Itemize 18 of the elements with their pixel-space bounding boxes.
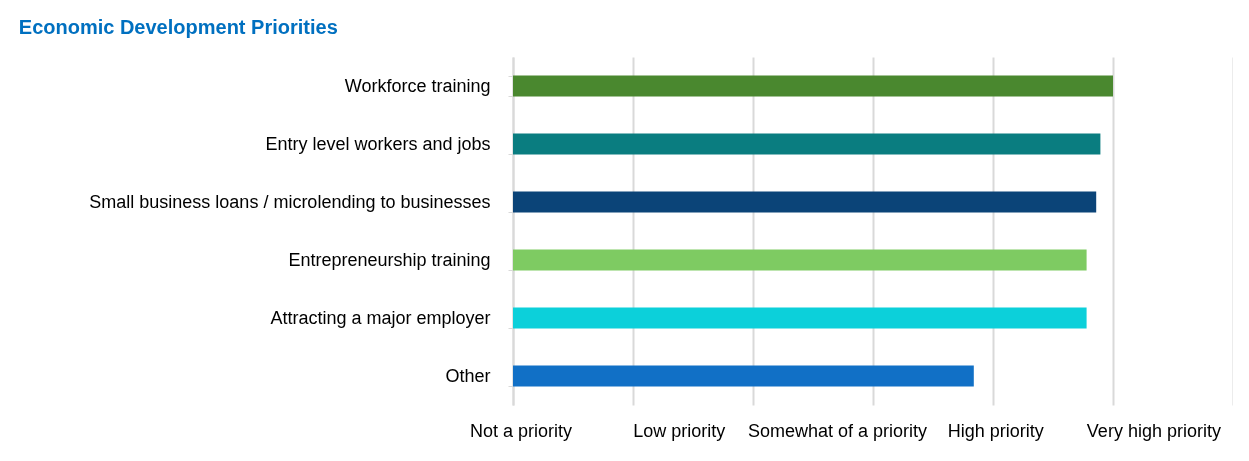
- bar: [513, 75, 1113, 97]
- text: Very high priority: [1086, 421, 1221, 441]
- bar: [513, 191, 1097, 213]
- bar: [513, 365, 974, 387]
- bar: [513, 249, 1087, 271]
- text: Low priority: [633, 421, 726, 441]
- text: Economic Development Priorities: [18, 16, 338, 38]
- y-tick-label: Attracting a major employer: [270, 307, 491, 328]
- y-tick-label: Entrepreneurship training: [288, 249, 491, 270]
- y-tick-label: Other: [445, 365, 491, 386]
- text: High priority: [947, 421, 1044, 441]
- y-tick-label: Small business loans / microlending to businesses: [89, 191, 491, 212]
- text: Somewhat of a priority: [747, 421, 927, 441]
- bar: [513, 307, 1087, 329]
- bar: [513, 133, 1101, 155]
- y-tick-label: Entry level workers and jobs: [265, 133, 491, 154]
- text: Not a priority: [469, 421, 573, 441]
- y-tick-label: Workforce training: [344, 75, 491, 96]
